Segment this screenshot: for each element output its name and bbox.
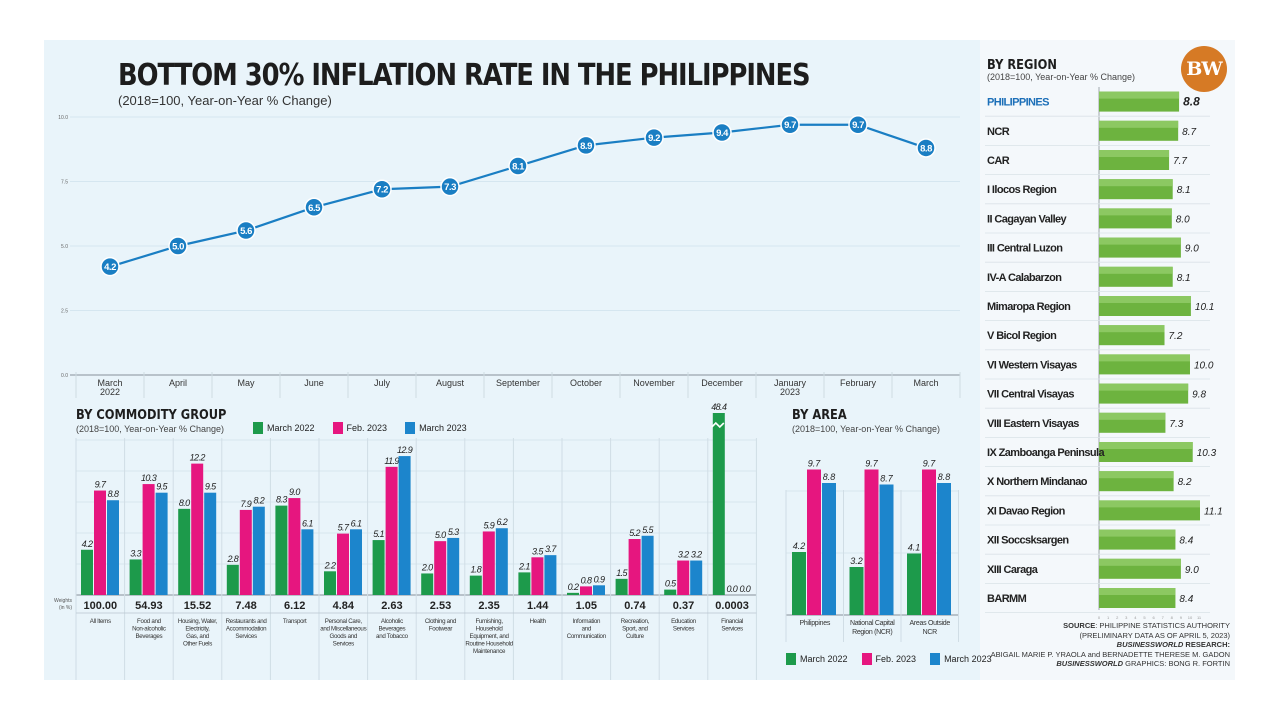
commodity-legend: March 2022 Feb. 2023 March 2023 — [253, 422, 467, 434]
research-label: RESEARCH: — [1183, 640, 1230, 649]
commodity-subtitle: (2018=100, Year-on-Year % Change) — [76, 424, 225, 434]
graphics-text: GRAPHICS: BONG R. FORTIN — [1123, 659, 1230, 668]
area-legend-swatch-march-2023 — [930, 653, 941, 665]
area-legend-label-march-2022: March 2022 — [800, 654, 848, 664]
region-title: BY REGION — [987, 58, 1057, 73]
page-title: BOTTOM 30% INFLATION RATE IN THE PHILIPP… — [118, 58, 811, 93]
area-legend-label-march-2023: March 2023 — [944, 654, 992, 664]
graphics-brand: BUSINESSWORLD — [1056, 659, 1124, 668]
area-legend: March 2022 Feb. 2023 March 2023 — [786, 653, 992, 665]
source-line-5: BUSINESSWORLD GRAPHICS: BONG R. FORTIN — [991, 659, 1230, 669]
area-title: BY AREA — [792, 408, 847, 423]
source-text: : PHILIPPINE STATISTICS AUTHORITY — [1095, 621, 1230, 630]
area-legend-swatch-march-2022 — [786, 653, 796, 665]
source-label: SOURCE — [1063, 621, 1096, 630]
legend-label-march-2022: March 2022 — [267, 423, 315, 433]
commodity-title: BY COMMODITY GROUP — [76, 408, 227, 423]
page-subtitle: (2018=100, Year-on-Year % Change) — [118, 93, 332, 108]
research-brand: BUSINESSWORLD — [1116, 640, 1184, 649]
legend-swatch-feb-2023 — [332, 422, 343, 434]
area-subtitle: (2018=100, Year-on-Year % Change) — [792, 424, 941, 434]
legend-label-feb-2023: Feb. 2023 — [346, 423, 388, 433]
source-line-4: ABIGAIL MARIE P. YRAOLA and BERNADETTE T… — [990, 649, 1230, 659]
source-line-1: SOURCE: PHILIPPINE STATISTICS AUTHORITY — [991, 621, 1230, 631]
region-subtitle: (2018=100, Year-on-Year % Change) — [987, 72, 1136, 82]
area-legend-label-feb-2023: Feb. 2023 — [875, 654, 917, 664]
area-legend-swatch-feb-2023 — [861, 653, 872, 665]
source-credits: SOURCE: PHILIPPINE STATISTICS AUTHORITY … — [991, 621, 1230, 669]
legend-swatch-march-2023 — [405, 422, 416, 434]
legend-swatch-march-2022 — [253, 422, 263, 434]
businessworld-logo: BW — [1181, 46, 1227, 92]
legend-label-march-2023: March 2023 — [419, 423, 467, 433]
region-panel — [980, 40, 1235, 680]
source-line-3: BUSINESSWORLD RESEARCH: — [991, 640, 1230, 650]
source-line-2: (PRELIMINARY DATA AS OF APRIL 5, 2023) — [1079, 630, 1230, 640]
